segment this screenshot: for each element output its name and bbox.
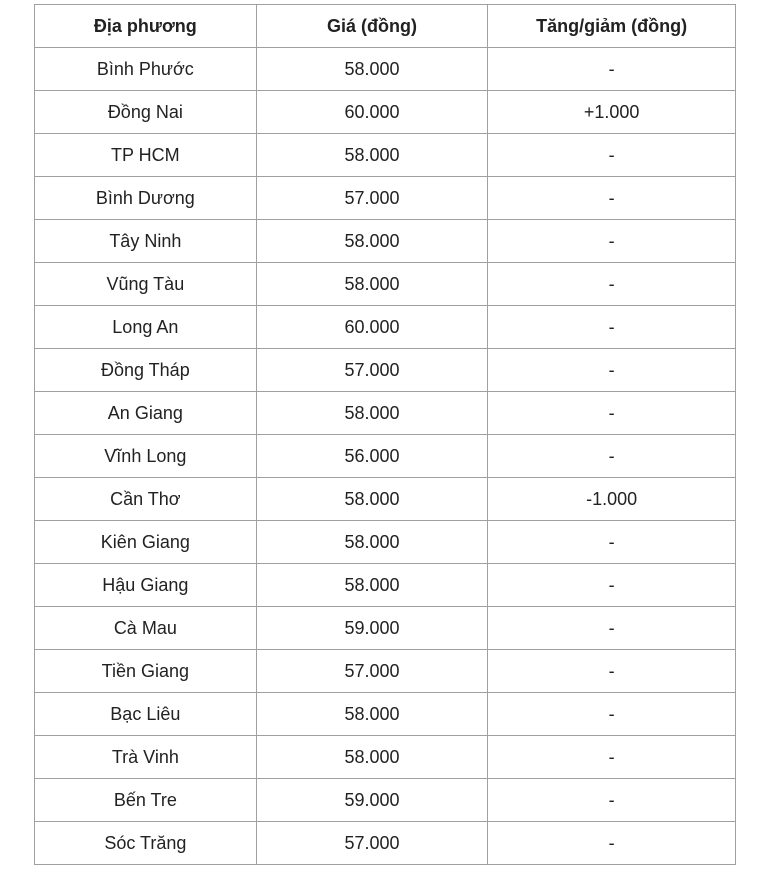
location-cell: Vũng Tàu	[34, 262, 257, 306]
price-table: Địa phương Giá (đồng) Tăng/giảm (đồng) B…	[34, 4, 736, 865]
price-cell: 58.000	[255, 391, 489, 435]
location-cell: Tây Ninh	[34, 219, 257, 263]
price-cell: 58.000	[255, 47, 489, 91]
price-cell: 58.000	[255, 477, 489, 521]
table-row: Trà Vinh 58.000-	[34, 735, 736, 779]
price-cell: 57.000	[255, 348, 489, 392]
location-cell: Vĩnh Long	[34, 434, 257, 478]
price-cell: 58.000	[255, 735, 489, 779]
change-cell: -1.000	[487, 477, 736, 521]
table-row: Hậu Giang 58.000-	[34, 563, 736, 607]
table-row: Tây Ninh 58.000-	[34, 219, 736, 263]
table-row: Cà Mau 59.000-	[34, 606, 736, 650]
change-cell: -	[487, 692, 736, 736]
table-row: An Giang 58.000-	[34, 391, 736, 435]
table-header-row: Địa phương Giá (đồng) Tăng/giảm (đồng)	[34, 4, 736, 48]
price-cell: 58.000	[255, 219, 489, 263]
table-row: Vĩnh Long 56.000-	[34, 434, 736, 478]
price-cell: 60.000	[255, 90, 489, 134]
table-row: Bình Phước 58.000-	[34, 47, 736, 91]
location-cell: Đồng Tháp	[34, 348, 257, 392]
change-cell: -	[487, 133, 736, 177]
change-cell: -	[487, 176, 736, 220]
location-cell: TP HCM	[34, 133, 257, 177]
location-cell: Long An	[34, 305, 257, 349]
table-row: Cần Thơ 58.000 -1.000	[34, 477, 736, 521]
change-cell: -	[487, 520, 736, 564]
header-location: Địa phương	[34, 4, 257, 48]
change-cell: -	[487, 563, 736, 607]
price-cell: 60.000	[255, 305, 489, 349]
location-cell: Trà Vinh	[34, 735, 257, 779]
table-row: Vũng Tàu 58.000-	[34, 262, 736, 306]
table-row: Đồng Nai 60.000 +1.000	[34, 90, 736, 134]
price-cell: 59.000	[255, 778, 489, 822]
location-cell: Bình Phước	[34, 47, 257, 91]
price-cell: 59.000	[255, 606, 489, 650]
location-cell: Sóc Trăng	[34, 821, 257, 865]
price-cell: 57.000	[255, 649, 489, 693]
price-cell: 58.000	[255, 520, 489, 564]
price-cell: 56.000	[255, 434, 489, 478]
price-cell: 58.000	[255, 563, 489, 607]
change-cell: -	[487, 262, 736, 306]
price-cell: 58.000	[255, 133, 489, 177]
price-cell: 57.000	[255, 176, 489, 220]
price-cell: 58.000	[255, 692, 489, 736]
location-cell: Tiền Giang	[34, 649, 257, 693]
change-cell: -	[487, 47, 736, 91]
location-cell: Kiên Giang	[34, 520, 257, 564]
table-row: Đồng Tháp 57.000-	[34, 348, 736, 392]
price-cell: 57.000	[255, 821, 489, 865]
change-cell: -	[487, 305, 736, 349]
change-cell: -	[487, 735, 736, 779]
location-cell: Cà Mau	[34, 606, 257, 650]
change-cell: -	[487, 821, 736, 865]
price-cell: 58.000	[255, 262, 489, 306]
change-cell: -	[487, 219, 736, 263]
location-cell: Bến Tre	[34, 778, 257, 822]
change-cell: -	[487, 778, 736, 822]
table-row: Tiền Giang 57.000-	[34, 649, 736, 693]
table-row: Bình Dương 57.000-	[34, 176, 736, 220]
table-row: Bạc Liêu 58.000-	[34, 692, 736, 736]
location-cell: Bạc Liêu	[34, 692, 257, 736]
change-cell: -	[487, 606, 736, 650]
header-change: Tăng/giảm (đồng)	[487, 4, 736, 48]
table-row: Long An 60.000-	[34, 305, 736, 349]
location-cell: Bình Dương	[34, 176, 257, 220]
change-cell: -	[487, 348, 736, 392]
change-cell: -	[487, 434, 736, 478]
header-price: Giá (đồng)	[255, 4, 489, 48]
table-row: Bến Tre 59.000-	[34, 778, 736, 822]
table-row: Kiên Giang 58.000-	[34, 520, 736, 564]
change-cell: +1.000	[487, 90, 736, 134]
table-row: TP HCM 58.000-	[34, 133, 736, 177]
location-cell: Hậu Giang	[34, 563, 257, 607]
table-row: Sóc Trăng 57.000-	[34, 821, 736, 865]
location-cell: An Giang	[34, 391, 257, 435]
change-cell: -	[487, 391, 736, 435]
location-cell: Đồng Nai	[34, 90, 257, 134]
change-cell: -	[487, 649, 736, 693]
location-cell: Cần Thơ	[34, 477, 257, 521]
